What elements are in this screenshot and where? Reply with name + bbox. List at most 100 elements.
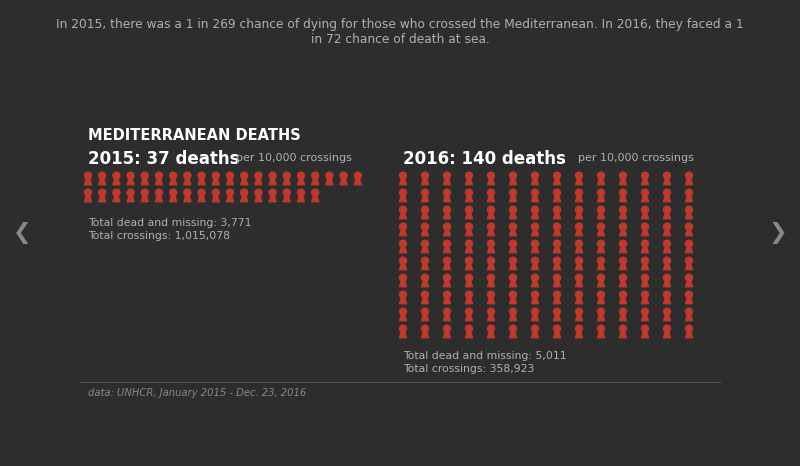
Polygon shape	[642, 179, 649, 185]
Circle shape	[663, 206, 670, 213]
Text: Total crossings: 358,923: Total crossings: 358,923	[403, 364, 534, 374]
Circle shape	[575, 291, 582, 298]
Circle shape	[619, 189, 626, 196]
Circle shape	[298, 189, 305, 196]
Polygon shape	[98, 197, 106, 202]
Circle shape	[663, 172, 670, 179]
Polygon shape	[575, 213, 582, 219]
Circle shape	[198, 189, 205, 196]
Polygon shape	[619, 315, 626, 321]
Polygon shape	[422, 265, 429, 270]
Polygon shape	[487, 213, 494, 219]
Polygon shape	[422, 299, 429, 304]
Polygon shape	[510, 265, 517, 270]
Circle shape	[531, 308, 538, 315]
Text: MEDITERRANEAN DEATHS: MEDITERRANEAN DEATHS	[88, 128, 301, 143]
Circle shape	[575, 189, 582, 196]
Circle shape	[686, 308, 693, 315]
Circle shape	[113, 189, 120, 196]
Polygon shape	[422, 247, 429, 253]
Polygon shape	[531, 247, 538, 253]
Circle shape	[663, 308, 670, 315]
Polygon shape	[554, 213, 561, 219]
Polygon shape	[443, 247, 450, 253]
Polygon shape	[466, 315, 473, 321]
Polygon shape	[127, 197, 134, 202]
Circle shape	[487, 189, 494, 196]
Circle shape	[241, 189, 248, 196]
Polygon shape	[554, 315, 561, 321]
Polygon shape	[510, 315, 517, 321]
Circle shape	[443, 325, 450, 332]
Polygon shape	[399, 265, 406, 270]
Circle shape	[340, 172, 347, 179]
Polygon shape	[422, 213, 429, 219]
Circle shape	[598, 240, 605, 247]
Polygon shape	[113, 197, 120, 202]
Circle shape	[686, 325, 693, 332]
Circle shape	[422, 291, 429, 298]
Polygon shape	[312, 197, 318, 202]
Polygon shape	[642, 265, 649, 270]
Polygon shape	[686, 281, 693, 287]
Polygon shape	[422, 333, 429, 338]
Circle shape	[598, 274, 605, 281]
Circle shape	[554, 274, 561, 281]
Polygon shape	[575, 315, 582, 321]
Circle shape	[354, 172, 362, 179]
Circle shape	[554, 308, 561, 315]
Circle shape	[575, 325, 582, 332]
Circle shape	[399, 274, 406, 281]
Polygon shape	[619, 333, 626, 338]
Text: In 2015, there was a 1 in 269 chance of dying for those who crossed the Mediterr: In 2015, there was a 1 in 269 chance of …	[56, 18, 744, 31]
Circle shape	[686, 206, 693, 213]
Circle shape	[466, 308, 473, 315]
Polygon shape	[443, 315, 450, 321]
Polygon shape	[399, 333, 406, 338]
Polygon shape	[531, 281, 538, 287]
Circle shape	[113, 172, 120, 179]
Polygon shape	[663, 231, 670, 236]
Polygon shape	[619, 197, 626, 202]
Circle shape	[283, 172, 290, 179]
Circle shape	[642, 291, 649, 298]
Polygon shape	[399, 247, 406, 253]
Polygon shape	[466, 333, 473, 338]
Circle shape	[531, 172, 538, 179]
Circle shape	[127, 189, 134, 196]
Polygon shape	[212, 179, 219, 185]
Circle shape	[686, 172, 693, 179]
Polygon shape	[686, 231, 693, 236]
Circle shape	[663, 189, 670, 196]
Polygon shape	[663, 197, 670, 202]
Polygon shape	[422, 315, 429, 321]
Circle shape	[598, 308, 605, 315]
Circle shape	[686, 291, 693, 298]
Polygon shape	[399, 315, 406, 321]
Polygon shape	[487, 231, 494, 236]
Polygon shape	[399, 281, 406, 287]
Polygon shape	[255, 179, 262, 185]
Polygon shape	[642, 213, 649, 219]
Polygon shape	[443, 213, 450, 219]
Circle shape	[510, 189, 517, 196]
Circle shape	[443, 189, 450, 196]
Polygon shape	[487, 299, 494, 304]
Polygon shape	[312, 179, 318, 185]
Circle shape	[422, 172, 429, 179]
Circle shape	[170, 189, 177, 196]
Circle shape	[399, 206, 406, 213]
Polygon shape	[531, 299, 538, 304]
Polygon shape	[642, 281, 649, 287]
Polygon shape	[487, 281, 494, 287]
Polygon shape	[642, 231, 649, 236]
Polygon shape	[686, 213, 693, 219]
Circle shape	[142, 172, 148, 179]
Polygon shape	[510, 247, 517, 253]
Circle shape	[510, 291, 517, 298]
Polygon shape	[619, 231, 626, 236]
Circle shape	[554, 206, 561, 213]
Polygon shape	[531, 315, 538, 321]
Polygon shape	[422, 197, 429, 202]
Polygon shape	[198, 197, 205, 202]
